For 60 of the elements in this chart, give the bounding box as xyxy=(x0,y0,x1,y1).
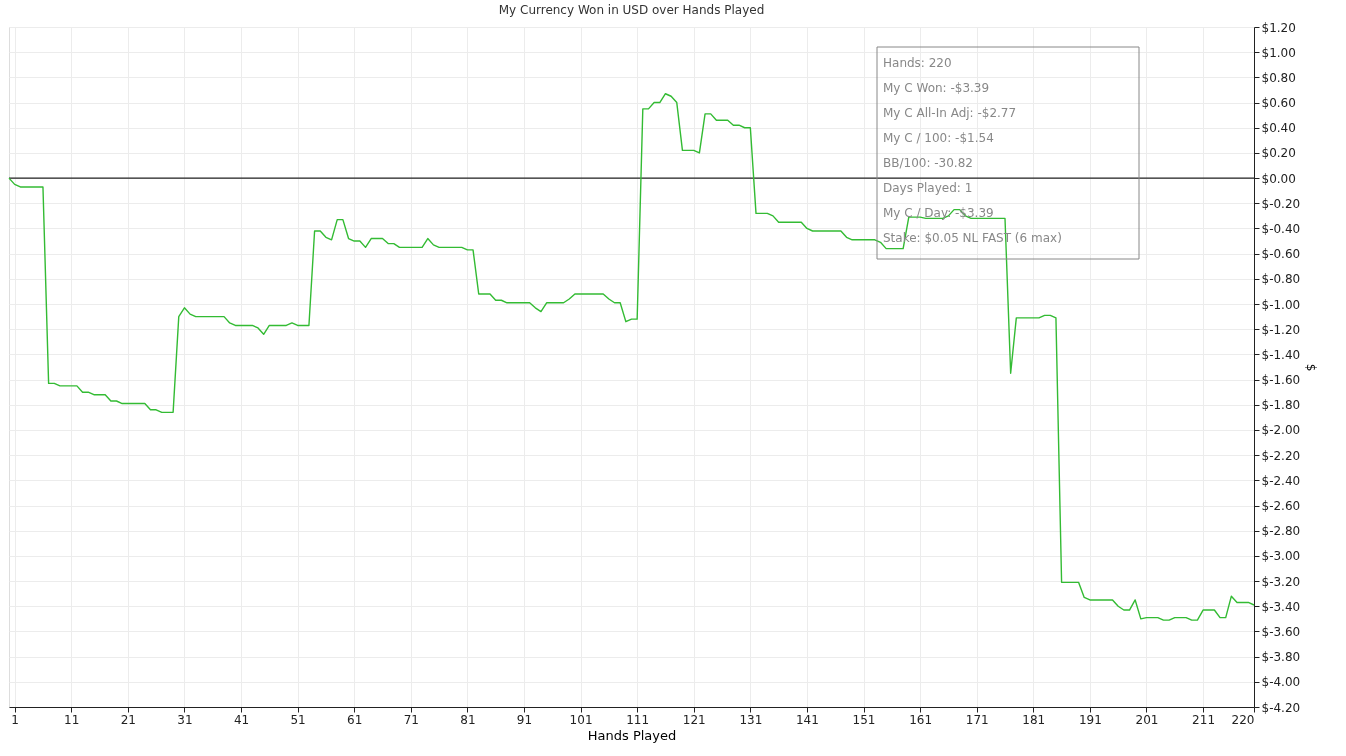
x-axis-title: Hands Played xyxy=(587,727,677,743)
y-tick-label: $1.00 xyxy=(1261,45,1296,60)
x-tick-label: 11 xyxy=(64,712,80,727)
y-tick-label: $0.80 xyxy=(1261,70,1296,85)
x-tick-label: 161 xyxy=(909,712,933,727)
x-tick-label: 91 xyxy=(516,712,533,727)
annotation: My C All-In Adj: -$2.77 xyxy=(883,106,1017,120)
annotation: BB/100: -30.82 xyxy=(883,156,973,170)
y-tick-label: $-2.20 xyxy=(1261,448,1301,463)
y-axis-title: $ xyxy=(1304,363,1319,372)
annotation: Hands: 220 xyxy=(883,56,952,70)
chart-title: My Currency Won in USD over Hands Played xyxy=(498,3,765,17)
x-tick-label: 191 xyxy=(1078,712,1102,727)
y-tick-label: $-2.00 xyxy=(1261,423,1301,438)
y-tick-label: $-1.60 xyxy=(1261,373,1301,388)
y-tick-label: $0.20 xyxy=(1261,146,1296,161)
x-tick-label: 51 xyxy=(290,712,306,727)
annotation: Days Played: 1 xyxy=(883,181,973,195)
y-tick-label: $-0.40 xyxy=(1261,221,1301,236)
x-tick-label: 171 xyxy=(965,712,989,727)
y-tick-label: $0.40 xyxy=(1261,121,1296,136)
x-tick-label: 131 xyxy=(739,712,763,727)
y-tick-label: $0.00 xyxy=(1261,171,1296,186)
y-tick-label: $-2.60 xyxy=(1261,499,1301,514)
y-tick-label: $-3.40 xyxy=(1261,599,1301,614)
y-tick-label: $1.20 xyxy=(1261,20,1296,35)
y-tick-label: $-1.00 xyxy=(1261,297,1301,312)
x-tick-label: 220 xyxy=(1231,712,1255,727)
x-tick-label: 101 xyxy=(569,712,593,727)
x-tick-label: 151 xyxy=(852,712,876,727)
x-tick-label: 141 xyxy=(795,712,819,727)
y-tick-label: $-0.20 xyxy=(1261,196,1301,211)
y-tick-label: $-1.20 xyxy=(1261,322,1301,337)
x-tick-label: 211 xyxy=(1192,712,1216,727)
y-tick-label: $-1.80 xyxy=(1261,398,1301,413)
annotation: My C Won: -$3.39 xyxy=(883,81,990,95)
y-tick-label: $-2.80 xyxy=(1261,524,1301,539)
x-tick-label: 21 xyxy=(120,712,136,727)
x-tick-label: 201 xyxy=(1135,712,1159,727)
x-tick-label: 61 xyxy=(347,712,363,727)
y-tick-label: $-3.00 xyxy=(1261,549,1301,564)
y-tick-label: $-3.60 xyxy=(1261,624,1301,639)
x-tick-label: 111 xyxy=(626,712,650,727)
y-tick-label: $-0.60 xyxy=(1261,247,1301,262)
y-tick-label: $-3.20 xyxy=(1261,574,1301,589)
x-tick-label: 31 xyxy=(177,712,193,727)
x-tick-label: 181 xyxy=(1022,712,1046,727)
x-tick-label: 121 xyxy=(682,712,706,727)
y-tick-label: $-1.40 xyxy=(1261,347,1301,362)
x-tick-label: 1 xyxy=(11,712,19,727)
y-tick-label: $-0.80 xyxy=(1261,272,1301,287)
y-tick-label: $-2.40 xyxy=(1261,473,1301,488)
y-tick-label: $0.60 xyxy=(1261,96,1296,111)
x-tick-label: 81 xyxy=(460,712,476,727)
y-tick-label: $-3.80 xyxy=(1261,650,1301,665)
annotation: My C / 100: -$1.54 xyxy=(883,131,994,145)
x-tick-label: 71 xyxy=(403,712,419,727)
x-tick-label: 41 xyxy=(233,712,250,727)
y-tick-label: $-4.20 xyxy=(1261,700,1301,715)
y-tick-label: $-4.00 xyxy=(1261,675,1301,690)
